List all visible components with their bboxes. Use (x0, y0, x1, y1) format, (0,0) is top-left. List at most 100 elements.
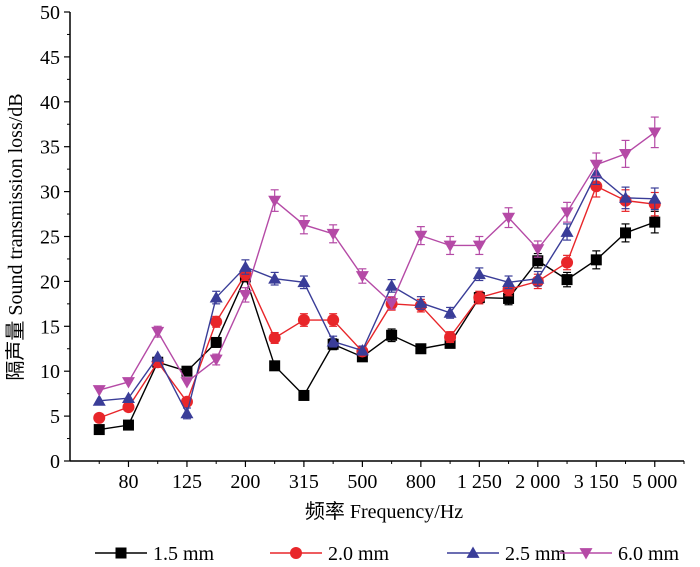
data-point (472, 240, 486, 252)
data-point (238, 260, 252, 272)
x-tick-label: 125 (172, 471, 202, 493)
data-point (180, 406, 194, 419)
data-point (151, 350, 165, 362)
data-point (648, 127, 662, 139)
data-point (238, 289, 252, 302)
data-point (326, 335, 340, 347)
data-point (93, 424, 105, 436)
data-point (444, 337, 456, 349)
data-point (93, 411, 106, 424)
y-tick-label: 40 (40, 92, 60, 114)
x-axis-title: 频率 Frequency/Hz (305, 500, 463, 523)
data-point (209, 291, 223, 303)
data-point (180, 377, 194, 389)
x-tick-label: 80 (118, 471, 138, 493)
data-point (268, 272, 282, 284)
data-point (210, 336, 222, 348)
data-point (561, 274, 573, 286)
data-point (590, 254, 602, 266)
data-point (620, 227, 632, 239)
y-tick-label: 30 (40, 182, 60, 204)
data-point (589, 159, 603, 172)
data-point (560, 207, 574, 219)
data-point (326, 228, 340, 241)
data-point (415, 343, 427, 355)
legend-label: 1.5 mm (153, 543, 215, 565)
x-tick-label: 5 000 (632, 471, 677, 493)
data-point (327, 314, 340, 327)
data-point (414, 296, 428, 308)
series-layer (92, 116, 662, 436)
legend-marker (290, 547, 302, 559)
data-point (92, 394, 106, 406)
y-axis-title: 隔声量 Sound transmission loss/dB (4, 93, 27, 380)
data-point (92, 385, 106, 397)
y-tick-label: 35 (40, 137, 60, 159)
x-tick-label: 2 000 (515, 471, 560, 493)
data-point (414, 230, 428, 243)
data-point (121, 377, 135, 389)
y-tick-label: 50 (40, 2, 60, 24)
data-point (385, 279, 399, 291)
data-point (503, 292, 515, 304)
data-point (560, 225, 574, 237)
series-2-5-mm (92, 162, 662, 420)
data-point (121, 391, 135, 404)
legend-label: 2.5 mm (505, 543, 567, 565)
series-line (99, 172, 655, 416)
data-point (502, 275, 516, 288)
data-point (268, 195, 282, 208)
data-point (649, 216, 661, 228)
data-point (443, 240, 457, 252)
data-point (502, 212, 516, 225)
series-line (98, 185, 655, 419)
data-point (151, 326, 165, 339)
data-point (444, 331, 457, 344)
data-point (473, 291, 486, 304)
data-point (531, 244, 545, 256)
y-tick-label: 25 (40, 227, 60, 249)
x-tick-label: 500 (347, 471, 377, 493)
data-point (269, 360, 281, 372)
x-tick-label: 200 (230, 471, 260, 493)
x-tick-label: 3 150 (574, 471, 619, 493)
data-point (297, 275, 311, 288)
data-point (122, 419, 134, 431)
data-point (268, 331, 281, 344)
legend-marker (466, 546, 480, 558)
data-point (532, 255, 544, 267)
series-1-5-mm (93, 210, 661, 436)
data-point (355, 271, 369, 283)
y-tick-label: 45 (40, 47, 60, 69)
legend-label: 2.0 mm (328, 543, 390, 565)
data-point (122, 401, 135, 414)
y-tick-label: 5 (50, 406, 60, 428)
y-tick-label: 15 (40, 316, 60, 338)
data-point (298, 389, 310, 401)
x-tick-label: 315 (289, 471, 319, 493)
series-2-0-mm (93, 174, 661, 424)
x-tick-label: 800 (406, 471, 436, 493)
x-tick-label: 1 250 (457, 471, 502, 493)
legend-marker (579, 548, 593, 560)
data-point (619, 149, 633, 161)
data-point (590, 180, 603, 193)
data-point (385, 298, 399, 310)
data-point (209, 354, 223, 367)
axes: 0 5 10 15 20 25 30 35 40 45 50 80 125 200 315 500 800 1 2… (40, 2, 685, 493)
data-point (443, 306, 457, 318)
legend-label: 6.0 mm (618, 543, 680, 565)
data-point (181, 365, 193, 377)
y-tick-label: 20 (40, 271, 60, 293)
data-point (297, 314, 310, 327)
legend-marker (115, 547, 127, 559)
y-tick-label: 0 (50, 451, 60, 473)
y-tick-label: 10 (40, 361, 60, 383)
data-point (531, 272, 545, 284)
data-point (648, 192, 662, 204)
data-point (210, 315, 223, 328)
data-point (619, 191, 633, 203)
data-point (561, 256, 574, 269)
data-point (386, 329, 398, 341)
